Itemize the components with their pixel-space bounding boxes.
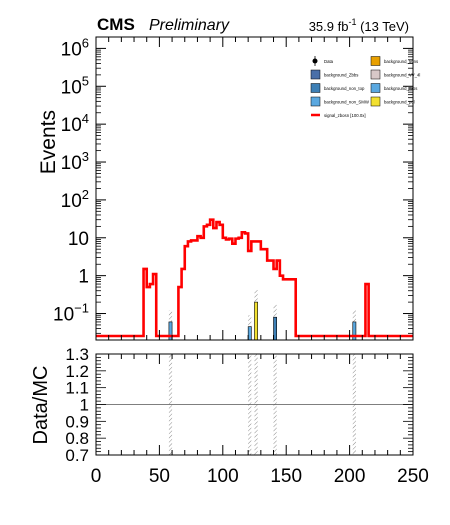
ratio-y-tick-label: 0.9: [65, 412, 89, 431]
top-y-axis-title: Events: [37, 110, 60, 174]
background-bar: [254, 301, 258, 341]
lumi-label: 35.9 fb-1 (13 TeV): [309, 17, 409, 34]
y-tick-label: 106: [61, 35, 89, 60]
legend-box: [370, 96, 381, 107]
y-tick-label: 104: [61, 111, 89, 136]
legend-label: background_Zbbs: [324, 72, 358, 77]
x-tick-label: 0: [91, 466, 102, 487]
legend-box: [310, 69, 321, 80]
ratio-y-tick-label: 1.2: [65, 362, 89, 381]
ratio-y-ticks: 0.70.80.911.11.21.3: [65, 345, 413, 465]
y-tick-label: 10−1: [53, 301, 89, 326]
legend-box: [310, 96, 321, 107]
legend-label: Data: [324, 59, 334, 64]
y-tick-label: 10: [68, 229, 89, 250]
ratio-y-tick-label: 0.7: [65, 446, 89, 465]
legend-box: [370, 69, 381, 80]
legend-label: background_50ns: [384, 59, 418, 64]
x-tick-label: 250: [397, 466, 429, 487]
y-tick-label: 105: [61, 73, 89, 98]
legend-box: [370, 56, 381, 66]
signal-histogram-line: [96, 218, 413, 338]
ratio-panel: 0.70.80.911.11.21.3 0 50 100 150 200 250 Data…: [30, 345, 429, 487]
legend-label: background_pol: [384, 99, 415, 104]
legend-label: background_non_top: [324, 86, 365, 91]
legend-box: [370, 83, 381, 93]
top-uncertainty-layer: [168, 289, 356, 340]
ratio-y-tick-label: 1.3: [65, 345, 89, 364]
ratio-y-tick-label: 1.1: [65, 379, 89, 398]
x-tick-label: 150: [270, 466, 302, 487]
legend-label: background_non_SMW: [324, 99, 370, 104]
ratio-y-axis-title: Data/MC: [30, 366, 52, 445]
x-tick-label: 100: [207, 466, 239, 487]
ratio-y-tick-label: 0.8: [65, 429, 89, 448]
cms-label: CMS: [97, 15, 135, 34]
top-y-ticks: 10−1 1 10 102 103 104 105 106: [53, 35, 413, 334]
legend-label: background_VV_4l: [384, 72, 420, 77]
top-background-stack-layer: [168, 301, 357, 341]
preliminary-label: Preliminary: [149, 17, 230, 34]
y-tick-label: 102: [61, 187, 89, 212]
y-tick-label: 103: [61, 149, 89, 174]
legend-label: signal_zbosn [100.0x]: [324, 113, 366, 118]
ratio-x-ticks: 0 50 100 150 200 250: [91, 354, 429, 487]
x-tick-label: 50: [149, 466, 170, 487]
x-tick-label: 200: [334, 466, 366, 487]
lumi-value: 35.9 fb: [309, 19, 349, 34]
lumi-energy: (13 TeV): [360, 19, 409, 34]
top-panel: 10−1 1 10 102 103 104 105 106 Events Data backgr…: [37, 35, 420, 341]
y-tick-label: 1: [78, 267, 89, 288]
ratio-y-tick-label: 1: [80, 396, 89, 415]
lumi-exponent: -1: [348, 17, 356, 27]
top-x-ticks: [95, 37, 414, 340]
legend-box: [310, 83, 321, 93]
legend-label: background_Wbs: [384, 86, 417, 91]
